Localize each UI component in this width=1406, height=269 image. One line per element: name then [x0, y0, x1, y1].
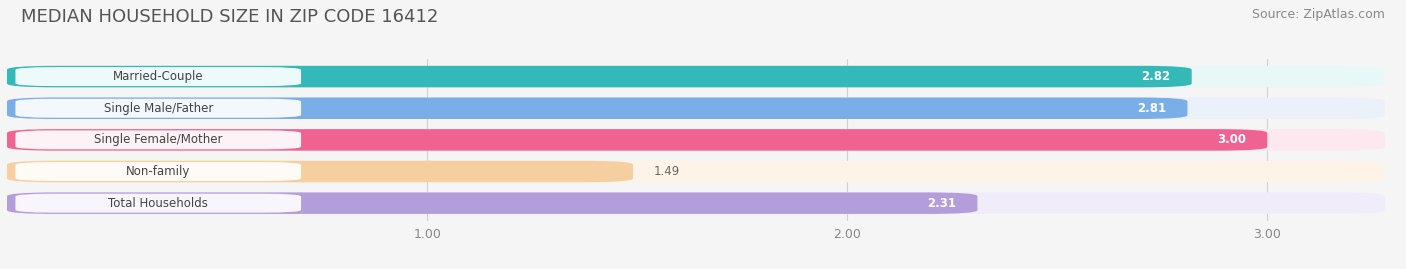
Text: Total Households: Total Households — [108, 197, 208, 210]
Text: Single Male/Father: Single Male/Father — [104, 102, 212, 115]
Text: Source: ZipAtlas.com: Source: ZipAtlas.com — [1251, 8, 1385, 21]
Text: MEDIAN HOUSEHOLD SIZE IN ZIP CODE 16412: MEDIAN HOUSEHOLD SIZE IN ZIP CODE 16412 — [21, 8, 439, 26]
FancyBboxPatch shape — [15, 194, 301, 213]
FancyBboxPatch shape — [15, 67, 301, 86]
FancyBboxPatch shape — [7, 161, 633, 182]
FancyBboxPatch shape — [7, 192, 1385, 214]
FancyBboxPatch shape — [15, 99, 301, 118]
FancyBboxPatch shape — [15, 130, 301, 149]
Text: 3.00: 3.00 — [1218, 133, 1246, 146]
Text: 2.82: 2.82 — [1142, 70, 1171, 83]
FancyBboxPatch shape — [7, 192, 977, 214]
Text: Non-family: Non-family — [127, 165, 190, 178]
FancyBboxPatch shape — [7, 129, 1385, 151]
Text: 2.81: 2.81 — [1137, 102, 1167, 115]
FancyBboxPatch shape — [7, 161, 1385, 182]
Text: Single Female/Mother: Single Female/Mother — [94, 133, 222, 146]
FancyBboxPatch shape — [15, 162, 301, 181]
Text: Married-Couple: Married-Couple — [112, 70, 204, 83]
FancyBboxPatch shape — [7, 66, 1385, 87]
FancyBboxPatch shape — [7, 97, 1385, 119]
FancyBboxPatch shape — [7, 66, 1192, 87]
Text: 1.49: 1.49 — [654, 165, 681, 178]
FancyBboxPatch shape — [7, 129, 1267, 151]
Text: 2.31: 2.31 — [928, 197, 956, 210]
FancyBboxPatch shape — [7, 97, 1188, 119]
